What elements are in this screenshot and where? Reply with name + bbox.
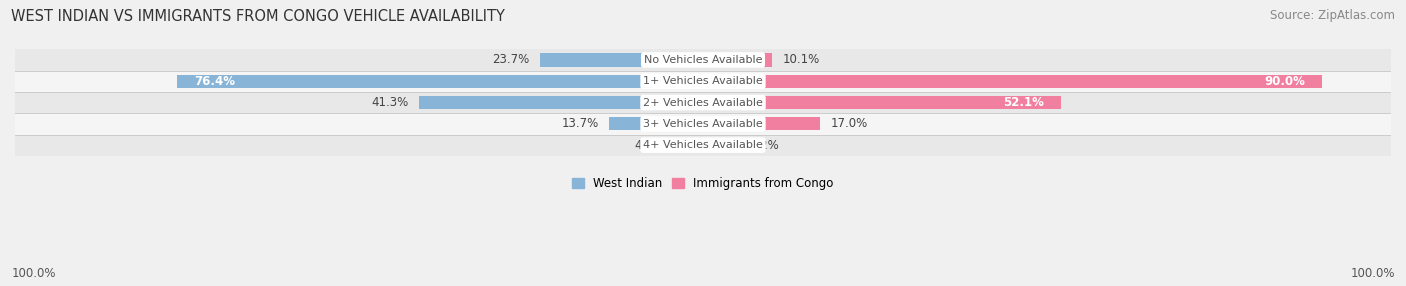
- Text: 41.3%: 41.3%: [371, 96, 409, 109]
- Bar: [15, 49, 1391, 71]
- Text: 10.1%: 10.1%: [783, 53, 820, 66]
- Bar: [177, 75, 703, 88]
- Text: 100.0%: 100.0%: [11, 267, 56, 280]
- Text: 52.1%: 52.1%: [1004, 96, 1045, 109]
- Text: 76.4%: 76.4%: [194, 75, 236, 88]
- Text: 17.0%: 17.0%: [831, 117, 868, 130]
- Bar: [15, 71, 1391, 92]
- Bar: [15, 92, 1391, 113]
- Text: 5.2%: 5.2%: [749, 139, 779, 152]
- Text: Source: ZipAtlas.com: Source: ZipAtlas.com: [1270, 9, 1395, 21]
- Bar: [419, 96, 703, 109]
- Legend: West Indian, Immigrants from Congo: West Indian, Immigrants from Congo: [568, 172, 838, 195]
- Bar: [540, 53, 703, 67]
- Text: 3+ Vehicles Available: 3+ Vehicles Available: [643, 119, 763, 129]
- Text: No Vehicles Available: No Vehicles Available: [644, 55, 762, 65]
- Bar: [703, 75, 1322, 88]
- Bar: [673, 138, 703, 152]
- Bar: [15, 113, 1391, 134]
- Bar: [703, 138, 738, 152]
- Bar: [703, 117, 820, 130]
- Text: 13.7%: 13.7%: [561, 117, 599, 130]
- Text: 1+ Vehicles Available: 1+ Vehicles Available: [643, 76, 763, 86]
- Text: 2+ Vehicles Available: 2+ Vehicles Available: [643, 98, 763, 108]
- Text: WEST INDIAN VS IMMIGRANTS FROM CONGO VEHICLE AVAILABILITY: WEST INDIAN VS IMMIGRANTS FROM CONGO VEH…: [11, 9, 505, 23]
- Text: 23.7%: 23.7%: [492, 53, 530, 66]
- Bar: [703, 53, 772, 67]
- Bar: [15, 134, 1391, 156]
- Text: 90.0%: 90.0%: [1264, 75, 1305, 88]
- Bar: [609, 117, 703, 130]
- Text: 4.2%: 4.2%: [634, 139, 664, 152]
- Text: 4+ Vehicles Available: 4+ Vehicles Available: [643, 140, 763, 150]
- Bar: [703, 96, 1062, 109]
- Text: 100.0%: 100.0%: [1350, 267, 1395, 280]
